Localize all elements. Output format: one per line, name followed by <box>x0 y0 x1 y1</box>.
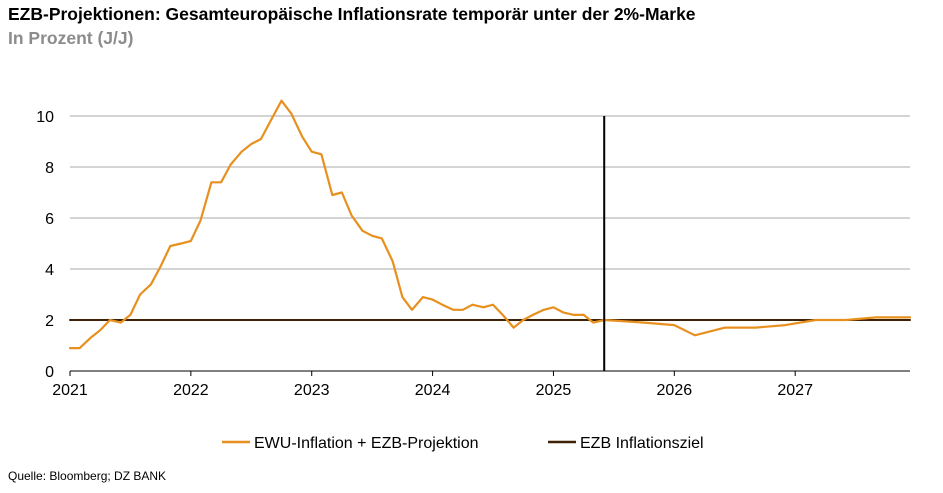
x-tick-label-2021: 2021 <box>52 382 88 399</box>
chart-subtitle: In Prozent (J/J) <box>8 28 134 48</box>
x-tick-label-2026: 2026 <box>657 382 693 399</box>
series-layer <box>68 99 912 350</box>
y-axis-ticks: 0 2 4 6 8 10 <box>36 109 54 381</box>
x-tick-label-2024: 2024 <box>415 382 451 399</box>
y-tick-label-8: 8 <box>45 160 54 177</box>
source-note: Quelle: Bloomberg; DZ BANK <box>8 469 167 483</box>
x-tick-label-2027: 2027 <box>777 382 813 399</box>
legend-item-inflation-label: EWU-Inflation + EZB-Projektion <box>254 435 479 452</box>
x-tick-label-2022: 2022 <box>173 382 209 399</box>
chart-title: EZB-Projektionen: Gesamteuropäische Infl… <box>8 4 696 24</box>
grid-lines <box>70 115 910 372</box>
y-tick-label-0: 0 <box>45 364 54 381</box>
x-tick-label-2023: 2023 <box>294 382 330 399</box>
x-tick-label-2025: 2025 <box>536 382 572 399</box>
y-tick-label-4: 4 <box>45 262 54 279</box>
legend-item-inflation: EWU-Inflation + EZB-Projektion <box>222 435 479 452</box>
legend: EWU-Inflation + EZB-Projektion EZB Inflat… <box>222 435 704 452</box>
y-tick-label-2: 2 <box>45 313 54 330</box>
y-tick-label-6: 6 <box>45 211 54 228</box>
legend-item-target-label: EZB Inflationsziel <box>580 435 704 452</box>
legend-item-target: EZB Inflationsziel <box>548 435 704 452</box>
inflation-series-line <box>68 99 912 350</box>
y-tick-label-10: 10 <box>36 109 54 126</box>
x-axis-ticks: 2021 2022 2023 2024 2025 2026 2027 <box>52 371 813 399</box>
